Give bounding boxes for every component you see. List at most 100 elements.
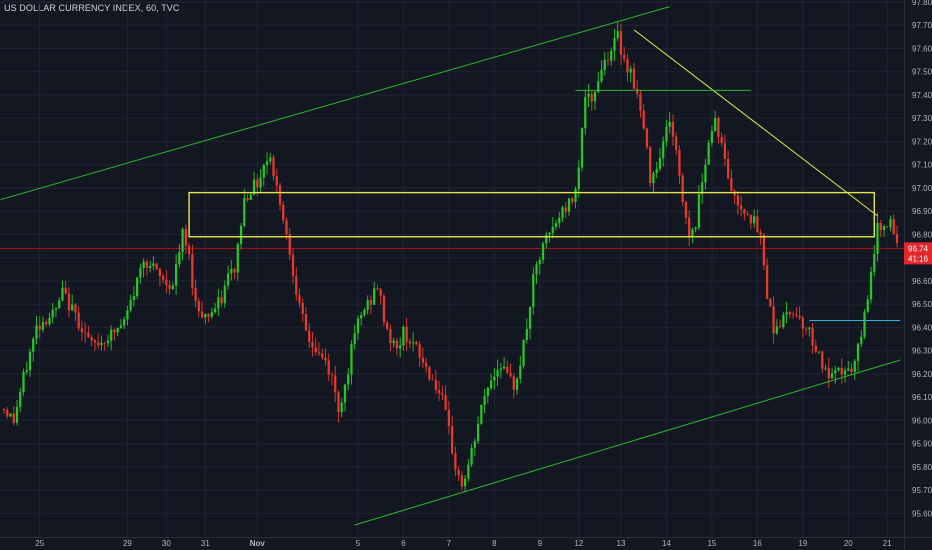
x-tick-label: 20 bbox=[844, 539, 853, 548]
candle-body bbox=[662, 141, 665, 159]
y-tick-label: 95.80 bbox=[912, 463, 932, 472]
candle-body bbox=[278, 185, 282, 205]
candle-body bbox=[103, 342, 106, 344]
candle-body bbox=[665, 126, 668, 142]
candle-body bbox=[499, 368, 502, 370]
candle-body bbox=[6, 409, 9, 417]
y-tick-label: 97.50 bbox=[912, 68, 932, 77]
y-tick-label: 97.80 bbox=[912, 0, 932, 7]
candle-body bbox=[226, 273, 230, 286]
candle-body bbox=[827, 367, 830, 379]
x-tick-label: 16 bbox=[753, 539, 762, 548]
candle-body bbox=[239, 225, 243, 245]
candle-body bbox=[590, 94, 593, 102]
candle-body bbox=[379, 288, 382, 296]
candle-body bbox=[288, 234, 291, 255]
candle-body bbox=[671, 121, 675, 137]
candle-body bbox=[821, 351, 824, 369]
last-price-label: 96.74 bbox=[908, 244, 929, 253]
candle-body bbox=[90, 337, 93, 341]
candle-body bbox=[191, 254, 194, 288]
x-tick-label: 9 bbox=[538, 539, 543, 548]
candle-body bbox=[116, 327, 119, 333]
candle-body bbox=[889, 219, 892, 227]
candle-body bbox=[785, 312, 788, 315]
y-tick-label: 97.00 bbox=[912, 184, 932, 193]
candle-body bbox=[425, 362, 428, 368]
y-tick-label: 96.10 bbox=[912, 393, 932, 402]
x-tick-label: 5 bbox=[356, 539, 361, 548]
candle-body bbox=[28, 351, 32, 371]
candle-body bbox=[457, 469, 460, 476]
candle-body bbox=[548, 232, 551, 235]
candle-body bbox=[187, 245, 191, 255]
y-tick-label: 96.20 bbox=[912, 370, 932, 379]
last-price-tag-bg bbox=[904, 242, 932, 265]
candle-body bbox=[35, 325, 38, 339]
x-tick-label: 8 bbox=[492, 539, 497, 548]
x-tick-label: 25 bbox=[35, 539, 44, 548]
candle-body bbox=[61, 287, 64, 301]
candle-body bbox=[304, 313, 308, 331]
candle-body bbox=[80, 328, 84, 333]
candle-body bbox=[386, 322, 389, 329]
x-tick-label: 29 bbox=[123, 539, 132, 548]
time-axis[interactable]: 25 29 30 31 Nov 5 6 7 8 9 12 13 14 15 16 19 20 21 bbox=[0, 537, 932, 549]
candle-body bbox=[486, 387, 489, 396]
x-tick-label: 7 bbox=[447, 539, 452, 548]
candle-body bbox=[655, 168, 658, 174]
y-tick-label: 96.80 bbox=[912, 230, 932, 239]
candle-body bbox=[730, 178, 733, 192]
candle-body bbox=[623, 54, 626, 59]
candle-body bbox=[502, 366, 506, 369]
candle-body bbox=[366, 299, 369, 310]
candle-body bbox=[632, 68, 636, 89]
candle-body bbox=[850, 368, 853, 372]
candle-body bbox=[752, 216, 756, 224]
candle-body bbox=[340, 402, 343, 413]
price-axis[interactable]: 97.80 97.70 97.60 97.50 97.40 97.30 97.20 97.10… bbox=[904, 0, 932, 550]
candle-body bbox=[720, 137, 723, 143]
candle-body bbox=[580, 128, 584, 168]
candle-body bbox=[123, 319, 126, 326]
candle-body bbox=[554, 223, 558, 228]
candle-body bbox=[506, 366, 509, 373]
candle-body bbox=[9, 413, 12, 417]
candle-body bbox=[311, 341, 314, 348]
candle-body bbox=[421, 357, 425, 363]
candle-body bbox=[64, 287, 67, 294]
candle-body bbox=[714, 118, 717, 132]
candle-body bbox=[32, 338, 35, 352]
candle-body bbox=[473, 441, 476, 448]
candle-body bbox=[360, 314, 363, 319]
candle-body bbox=[145, 261, 149, 269]
y-tick-label: 95.60 bbox=[912, 509, 932, 518]
candle-body bbox=[817, 351, 821, 353]
candle-body bbox=[749, 214, 753, 224]
candle-body bbox=[119, 325, 123, 328]
candle-body bbox=[795, 314, 798, 316]
candle-body bbox=[733, 191, 736, 196]
candle-body bbox=[675, 136, 678, 150]
candle-body bbox=[658, 158, 662, 169]
candle-body bbox=[71, 304, 74, 311]
candle-body bbox=[236, 244, 239, 273]
candle-body bbox=[480, 404, 483, 424]
candle-body bbox=[788, 312, 791, 315]
candle-body bbox=[775, 326, 778, 334]
candle-body bbox=[48, 317, 51, 325]
candle-body bbox=[204, 313, 207, 318]
drawing-layer-front bbox=[0, 6, 901, 526]
candle-body bbox=[100, 342, 103, 346]
candle-body bbox=[142, 261, 145, 269]
candle-body bbox=[528, 306, 532, 329]
candle-body bbox=[148, 265, 152, 269]
y-tick-label: 96.60 bbox=[912, 277, 932, 286]
y-tick-label: 96.00 bbox=[912, 416, 932, 425]
candle-body bbox=[467, 464, 470, 479]
candle-body bbox=[717, 118, 720, 138]
candle-body bbox=[765, 265, 769, 299]
candle-body bbox=[259, 177, 262, 188]
x-tick-label: 6 bbox=[401, 539, 406, 548]
